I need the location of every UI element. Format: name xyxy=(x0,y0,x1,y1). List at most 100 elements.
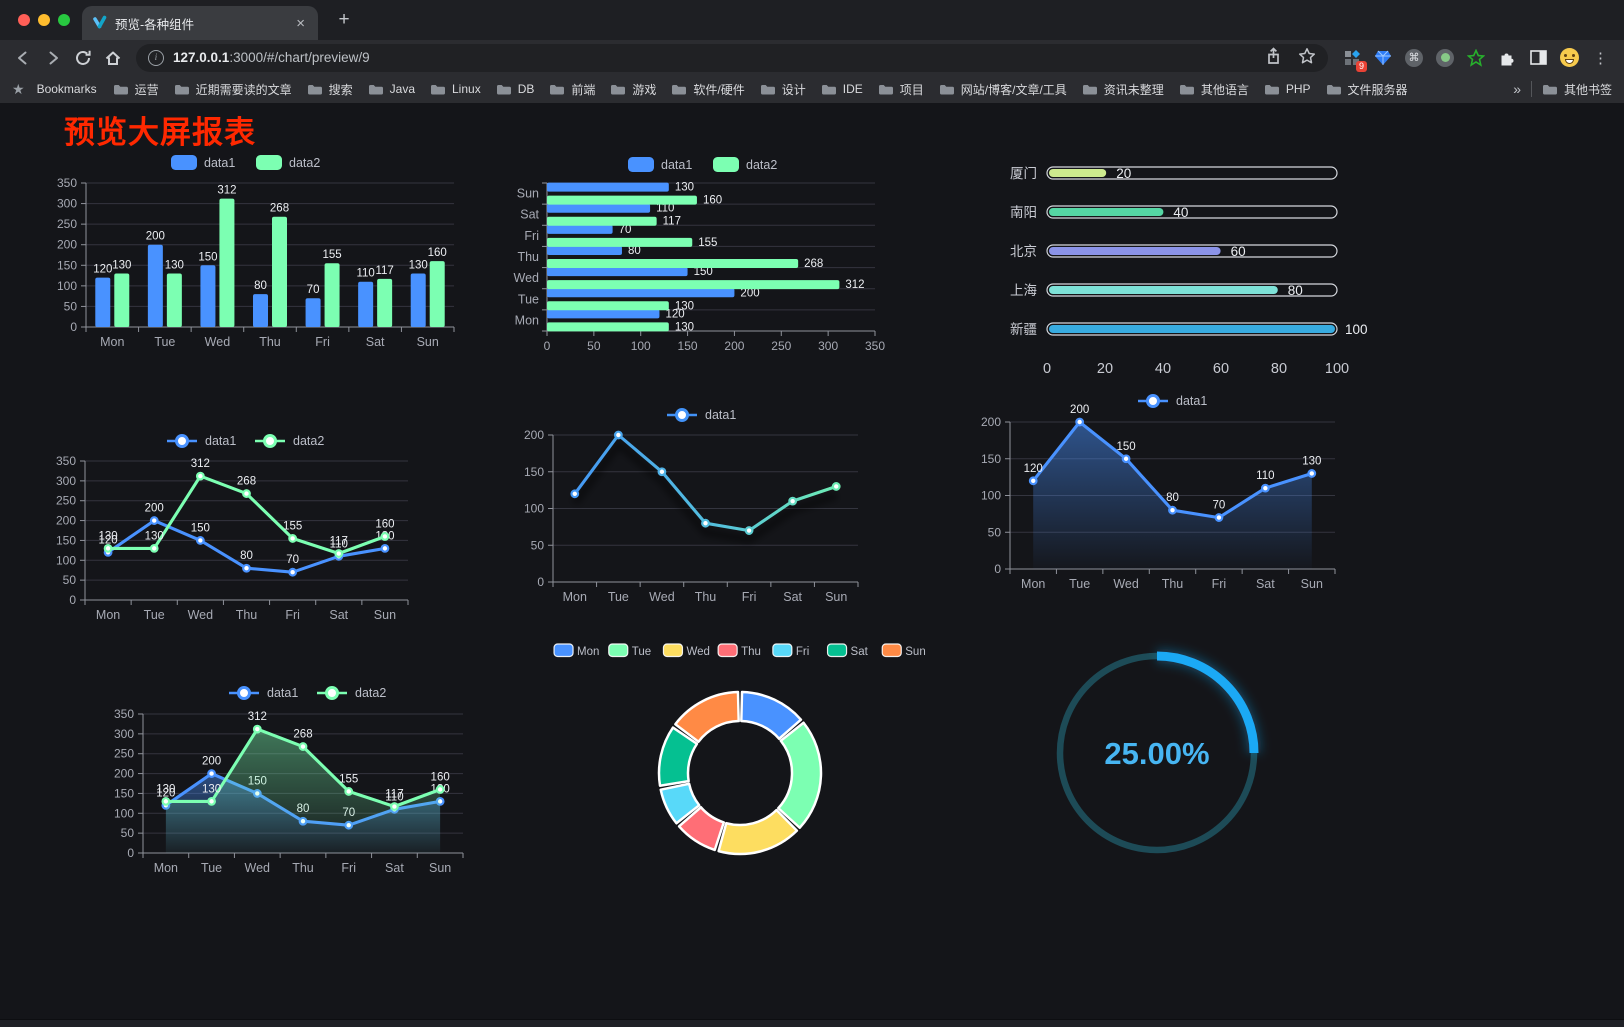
extension-record-icon[interactable] xyxy=(1435,48,1455,68)
chart-gradient-line[interactable]: data1 0 50 100 150 200 Mon Tue Wed Thu Fri Sat Sun xyxy=(505,399,900,612)
legend-item[interactable]: Sat xyxy=(826,643,869,658)
legend-item[interactable]: data2 xyxy=(256,155,320,170)
pie-segment[interactable] xyxy=(657,726,699,787)
extension-gem-icon[interactable] xyxy=(1373,48,1393,68)
svg-text:0: 0 xyxy=(70,320,77,334)
progress-row[interactable]: 北京 60 xyxy=(1010,244,1338,259)
svg-text:150: 150 xyxy=(694,266,713,278)
bookmark-star-icon[interactable] xyxy=(1298,47,1316,68)
chart-dual-area[interactable]: data1 data2 0 50 100 150 200 250 300 350 Mon Tue Wed… xyxy=(95,677,520,894)
tab-close-icon[interactable]: × xyxy=(296,14,305,32)
legend-item[interactable]: data2 xyxy=(713,157,777,172)
pie-segment[interactable] xyxy=(659,782,701,825)
legend-item[interactable]: data1 xyxy=(229,686,298,700)
extension-grid-icon[interactable]: 9 xyxy=(1342,48,1367,72)
bookmark-folder[interactable]: 设计 xyxy=(760,81,806,98)
bookmark-folder[interactable]: 搜索 xyxy=(307,81,353,98)
bookmark-folder[interactable]: 网站/博客/文章/工具 xyxy=(939,81,1067,98)
browser-menu-icon[interactable]: ⋮ xyxy=(1593,49,1608,67)
bookmark-folder[interactable]: PHP xyxy=(1264,81,1311,98)
gradient-line-svg[interactable]: data1 0 50 100 150 200 Mon Tue Wed Thu Fri Sat Sun xyxy=(505,399,900,607)
legend-item[interactable]: Thu xyxy=(717,643,761,658)
legend-item[interactable]: data2 xyxy=(317,686,386,700)
close-window-button[interactable] xyxy=(18,14,30,26)
bookmark-folder[interactable]: 游戏 xyxy=(610,81,656,98)
chart-horizontal-bar[interactable]: data1 data2 0 50 100 150 200 250 300 350 Mon 120 130… xyxy=(505,149,900,369)
extension-puzzle-icon[interactable] xyxy=(1497,48,1517,68)
bookmark-folder[interactable]: 资讯未整理 xyxy=(1082,81,1164,98)
bookmark-folder[interactable]: 文件服务器 xyxy=(1326,81,1408,98)
progress-row[interactable]: 南阳 40 xyxy=(1010,205,1338,220)
legend-item[interactable]: Fri xyxy=(772,643,809,658)
pie-segment[interactable] xyxy=(674,690,740,743)
pie-segment[interactable] xyxy=(717,808,799,856)
svg-text:130: 130 xyxy=(675,321,694,333)
legend-item[interactable]: Sun xyxy=(881,643,926,658)
site-info-icon[interactable]: i xyxy=(148,49,164,66)
week-donut-svg[interactable]: Mon Tue Wed Thu Fri Sat Sun xyxy=(550,635,930,975)
progress-row[interactable]: 新疆 100 xyxy=(1010,322,1368,337)
svg-text:70: 70 xyxy=(286,554,299,566)
svg-text:160: 160 xyxy=(703,195,722,207)
chart-grouped-bar[interactable]: data1 data2 0 50 100 150 200 250 300 350 Mon Tue Wed… xyxy=(30,147,460,364)
bookmark-folder[interactable]: 其他语言 xyxy=(1179,81,1249,98)
bookmarks-overflow-chevron[interactable]: » xyxy=(1513,81,1521,97)
forward-button[interactable] xyxy=(38,44,68,72)
progress-row[interactable]: 上海 80 xyxy=(1010,283,1338,298)
bookmark-folder[interactable]: IDE xyxy=(821,81,863,98)
bookmark-folder[interactable]: 运营 xyxy=(113,81,159,98)
legend-item[interactable]: data1 xyxy=(171,155,235,170)
extension-command-icon[interactable]: ⌘ xyxy=(1404,48,1424,68)
svg-text:150: 150 xyxy=(57,258,77,272)
pie-segment[interactable] xyxy=(777,721,823,829)
chart-city-progress[interactable]: 厦门 20 南阳 40 北京 60 上海 80 新疆 100 0 20 40 60 80 100 xyxy=(983,159,1368,386)
extension-emoji-icon[interactable] xyxy=(1559,48,1579,68)
svg-text:Thu: Thu xyxy=(695,590,717,604)
svg-text:Mon: Mon xyxy=(515,313,539,327)
progress-row[interactable]: 厦门 20 xyxy=(1010,166,1338,181)
chart-dual-line[interactable]: data1 data2 0 50 100 150 200 250 300 350 Mon Tue Wed… xyxy=(30,425,460,636)
legend-item[interactable]: data1 xyxy=(667,408,736,422)
bookmark-folder[interactable]: DB xyxy=(496,81,534,98)
extension-star-icon[interactable] xyxy=(1466,48,1486,68)
grouped-bar-svg[interactable]: data1 data2 0 50 100 150 200 250 300 350 Mon Tue Wed… xyxy=(30,147,460,359)
dual-line-svg[interactable]: data1 data2 0 50 100 150 200 250 300 350 Mon Tue Wed… xyxy=(30,425,460,631)
minimize-window-button[interactable] xyxy=(38,14,50,26)
legend-item[interactable]: data2 xyxy=(255,434,324,448)
legend-item[interactable]: Tue xyxy=(608,643,651,658)
share-icon[interactable] xyxy=(1265,47,1282,68)
city-progress-svg[interactable]: 厦门 20 南阳 40 北京 60 上海 80 新疆 100 0 20 40 60 80 100 xyxy=(983,159,1368,381)
extension-sidebar-icon[interactable] xyxy=(1528,48,1548,68)
bookmarks-star-icon: ★ xyxy=(12,80,25,97)
percent-gauge-svg[interactable]: 25.00% xyxy=(1040,637,1290,887)
browser-tab[interactable]: 预览-各种组件 × xyxy=(82,6,318,40)
chart-percent-gauge[interactable]: 25.00% xyxy=(1040,637,1290,892)
bookmarks-root-item[interactable]: ★ Bookmarks xyxy=(12,81,97,98)
chart-week-donut[interactable]: Mon Tue Wed Thu Fri Sat Sun xyxy=(550,635,930,980)
legend-item[interactable]: Mon xyxy=(553,643,599,658)
bookmark-folder[interactable]: Java xyxy=(368,81,415,98)
legend-item[interactable]: Wed xyxy=(662,643,710,658)
new-tab-button[interactable]: + xyxy=(338,9,350,30)
legend-item[interactable]: data1 xyxy=(1138,394,1207,408)
zoom-window-button[interactable] xyxy=(58,14,70,26)
bookmark-folder[interactable]: 前端 xyxy=(549,81,595,98)
address-bar[interactable]: i 127.0.0.1 :3000/#/chart/preview/9 xyxy=(136,43,1328,72)
back-button[interactable] xyxy=(8,44,38,72)
bookmark-folder[interactable]: 软件/硬件 xyxy=(671,81,745,98)
legend-item[interactable]: data1 xyxy=(167,434,236,448)
home-button[interactable] xyxy=(98,44,128,72)
bookmark-folder[interactable]: 近期需要读的文章 xyxy=(174,81,292,98)
pie-segment[interactable] xyxy=(740,690,803,740)
dual-area-svg[interactable]: data1 data2 0 50 100 150 200 250 300 350 Mon Tue Wed… xyxy=(95,677,520,889)
legend-item[interactable]: data1 xyxy=(628,157,692,172)
area-line-svg[interactable]: data1 0 50 100 150 200 Mon Tue Wed Thu Fri Sat Sun 12… xyxy=(975,387,1373,595)
bookmark-folder[interactable]: 项目 xyxy=(878,81,924,98)
other-bookmarks-folder[interactable]: 其他书签 xyxy=(1542,81,1612,98)
pie-segment[interactable] xyxy=(677,806,726,852)
svg-text:80: 80 xyxy=(254,280,267,292)
chart-area-line[interactable]: data1 0 50 100 150 200 Mon Tue Wed Thu Fri Sat Sun 12… xyxy=(975,387,1373,600)
reload-button[interactable] xyxy=(68,44,98,72)
bookmark-folder[interactable]: Linux xyxy=(430,81,481,98)
